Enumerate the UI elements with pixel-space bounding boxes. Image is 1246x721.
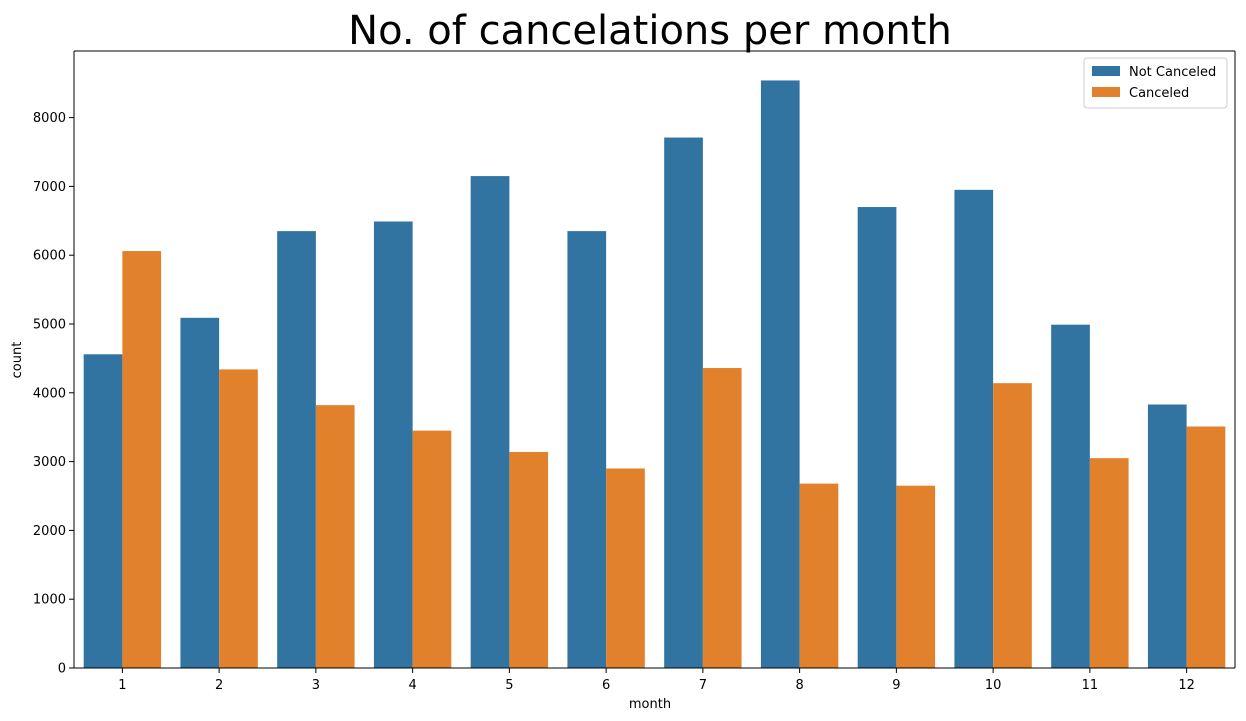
y-tick-label: 3000 — [33, 455, 66, 470]
y-tick-label: 2000 — [33, 524, 66, 539]
x-tick-label: 1 — [118, 678, 126, 693]
bar-canceled-6 — [606, 468, 645, 668]
legend: Not Canceled Canceled — [1083, 57, 1228, 109]
bar-canceled-8 — [799, 483, 839, 668]
x-tick-label: 8 — [795, 678, 803, 693]
bar-not-canceled-1 — [83, 354, 123, 668]
bar-canceled-1 — [122, 251, 162, 668]
legend-label-not-canceled: Not Canceled — [1129, 65, 1216, 80]
x-tick-label: 6 — [602, 678, 610, 693]
x-tick-label: 4 — [408, 678, 416, 693]
y-tick-label: 8000 — [33, 111, 66, 126]
bar-not-canceled-11 — [1051, 324, 1090, 668]
bar-canceled-10 — [993, 383, 1032, 668]
bar-canceled-7 — [702, 368, 742, 668]
bar-not-canceled-4 — [373, 221, 413, 668]
x-tick-label: 5 — [505, 678, 513, 693]
legend-label-canceled: Canceled — [1129, 86, 1189, 101]
bar-not-canceled-10 — [954, 189, 994, 669]
bar-canceled-11 — [1089, 458, 1129, 668]
chart-title: No. of cancelations per month — [348, 8, 952, 54]
bar-not-canceled-5 — [470, 176, 510, 668]
x-tick-label: 11 — [1082, 678, 1099, 693]
bar-not-canceled-3 — [277, 231, 316, 668]
x-tick-label: 3 — [312, 678, 320, 693]
bar-canceled-3 — [315, 405, 355, 668]
bar-not-canceled-12 — [1147, 404, 1187, 668]
plot-area: 1 2 3 4 5 6 7 8 9 10 11 120100020003000400050006000… — [33, 50, 1236, 693]
x-axis-label: month — [629, 697, 671, 712]
bar-not-canceled-7 — [664, 137, 703, 668]
y-tick-label: 7000 — [33, 180, 66, 195]
x-tick-label: 2 — [215, 678, 223, 693]
bar-canceled-12 — [1186, 426, 1226, 668]
y-tick-label: 0 — [58, 662, 66, 677]
legend-swatch-not-canceled — [1092, 66, 1120, 76]
bar-not-canceled-6 — [567, 231, 607, 668]
x-tick-label: 9 — [892, 678, 900, 693]
bar-canceled-9 — [896, 485, 936, 668]
y-tick-label: 4000 — [33, 386, 66, 401]
legend-swatch-canceled — [1092, 87, 1120, 97]
x-tick-label: 10 — [985, 678, 1002, 693]
bar-not-canceled-9 — [857, 207, 897, 668]
bar-canceled-2 — [219, 369, 258, 668]
x-tick-label: 12 — [1178, 678, 1195, 693]
bar-canceled-5 — [509, 451, 549, 668]
x-tick-label: 7 — [699, 678, 707, 693]
y-tick-label: 1000 — [33, 593, 66, 608]
bar-not-canceled-8 — [760, 80, 800, 669]
y-axis-label: count — [10, 342, 25, 379]
bar-canceled-4 — [412, 430, 452, 668]
y-tick-label: 5000 — [33, 317, 66, 332]
bar-not-canceled-2 — [180, 317, 220, 668]
y-tick-label: 6000 — [33, 249, 66, 264]
